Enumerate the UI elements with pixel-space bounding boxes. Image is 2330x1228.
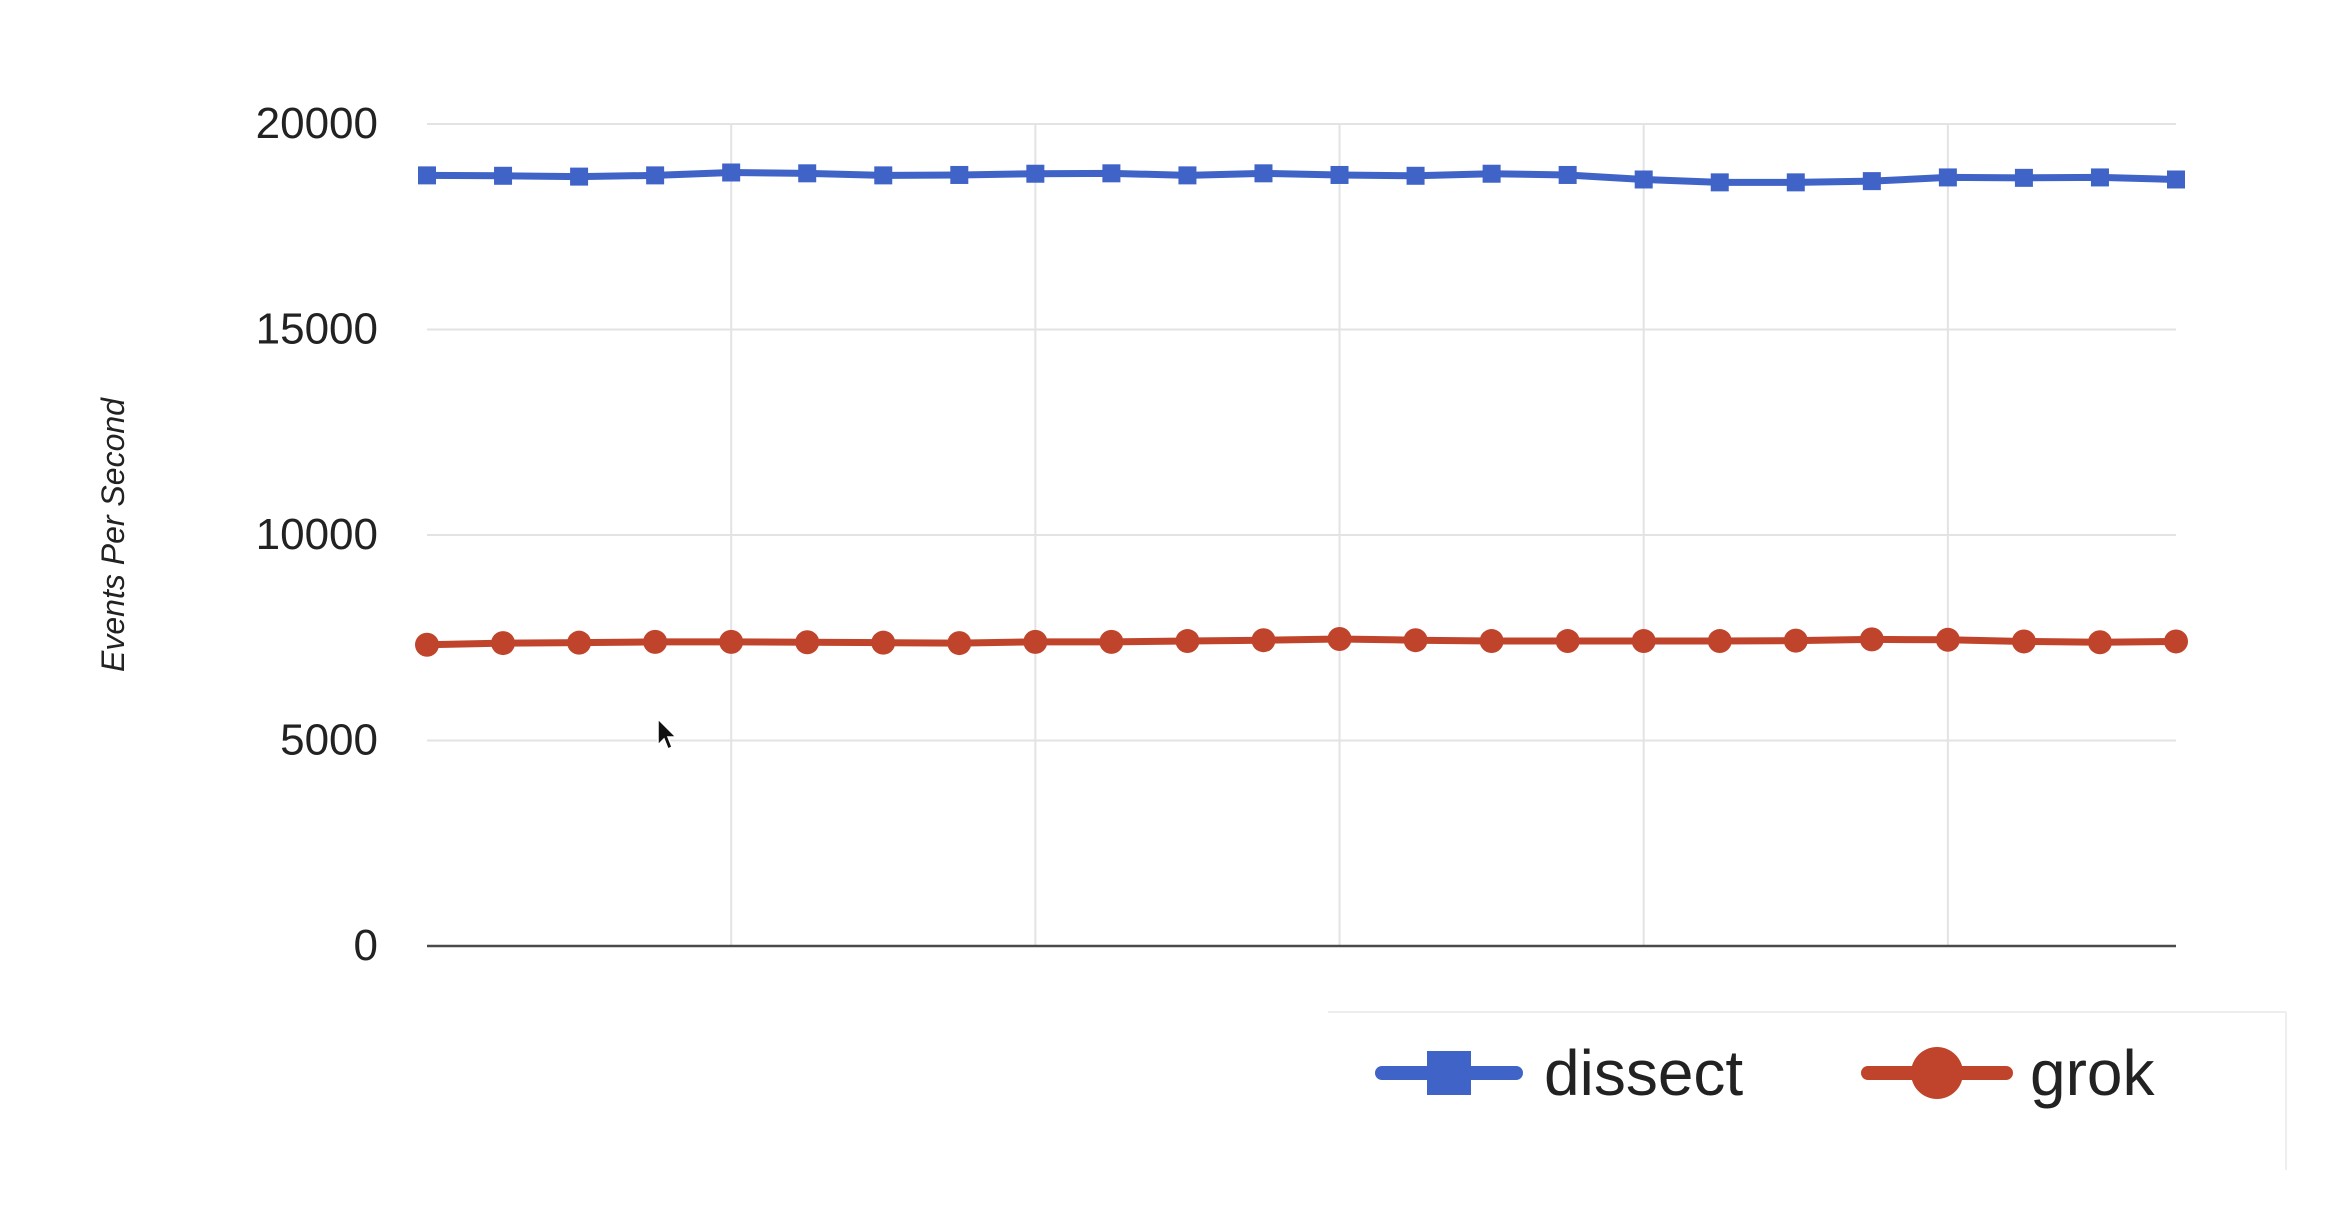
data-point-dissect — [950, 165, 969, 184]
data-point-grok — [1023, 629, 1048, 654]
data-point-grok — [1403, 628, 1428, 653]
data-point-dissect — [798, 164, 817, 183]
data-point-grok — [1327, 626, 1352, 651]
data-point-grok — [1707, 629, 1732, 654]
data-point-dissect — [1102, 164, 1121, 183]
data-point-dissect — [1026, 164, 1045, 183]
chart-legend: dissect grok — [1328, 1011, 2287, 1170]
data-point-grok — [795, 630, 820, 655]
data-point-grok — [567, 630, 592, 655]
data-point-dissect — [494, 166, 513, 185]
data-point-dissect — [646, 166, 665, 185]
data-point-dissect — [1862, 172, 1881, 191]
data-point-grok — [2011, 629, 2036, 654]
data-point-dissect — [418, 166, 436, 185]
series-layer — [415, 163, 2188, 657]
data-point-dissect — [874, 166, 893, 185]
y-tick-label: 5000 — [280, 716, 378, 765]
data-point-dissect — [1482, 164, 1501, 183]
data-point-grok — [1783, 628, 1808, 653]
data-point-dissect — [2090, 168, 2109, 187]
axis-layer: 0 5000 10000 15000 20000 Events Per Second — [95, 99, 2176, 970]
data-point-dissect — [1786, 173, 1805, 192]
data-point-grok — [1251, 628, 1276, 653]
data-point-grok — [1555, 629, 1580, 654]
data-point-grok — [491, 631, 516, 656]
data-point-grok — [1175, 629, 1200, 654]
data-point-dissect — [1178, 166, 1197, 185]
y-axis-title: Events Per Second — [95, 397, 131, 672]
data-point-grok — [415, 632, 439, 657]
legend-marker-grok — [1911, 1047, 1963, 1099]
grid-layer — [427, 123, 2176, 946]
y-tick-label: 0 — [354, 921, 378, 970]
mouse-cursor — [657, 717, 678, 751]
data-point-grok — [1099, 629, 1124, 654]
data-point-grok — [1859, 627, 1884, 652]
legend-label-dissect: dissect — [1544, 1037, 1743, 1109]
data-point-dissect — [1254, 164, 1273, 183]
legend-marker-dissect — [1427, 1051, 1471, 1095]
data-point-grok — [1935, 627, 1960, 652]
data-point-dissect — [722, 163, 741, 182]
data-point-grok — [2164, 629, 2188, 654]
data-point-dissect — [2014, 168, 2033, 187]
series-line-dissect — [423, 168, 2180, 186]
data-point-grok — [947, 631, 972, 656]
data-point-dissect — [1710, 173, 1729, 192]
data-point-grok — [719, 629, 744, 654]
data-point-grok — [643, 629, 668, 654]
data-point-dissect — [2167, 170, 2185, 189]
data-point-dissect — [1406, 166, 1425, 185]
data-point-dissect — [1330, 165, 1349, 184]
data-point-dissect — [1938, 168, 1957, 187]
data-point-grok — [2087, 630, 2112, 655]
legend-label-grok: grok — [2030, 1037, 2156, 1109]
data-point-grok — [1631, 629, 1656, 654]
series-line-grok — [423, 635, 2180, 649]
data-point-grok — [1479, 629, 1504, 654]
data-point-grok — [871, 630, 896, 655]
data-point-dissect — [570, 167, 589, 186]
data-point-dissect — [1558, 165, 1577, 184]
y-tick-label: 20000 — [256, 99, 378, 148]
y-tick-label: 10000 — [256, 510, 378, 559]
y-tick-label: 15000 — [256, 305, 378, 354]
mouse-cursor-icon — [657, 717, 678, 751]
data-point-dissect — [1634, 170, 1653, 189]
